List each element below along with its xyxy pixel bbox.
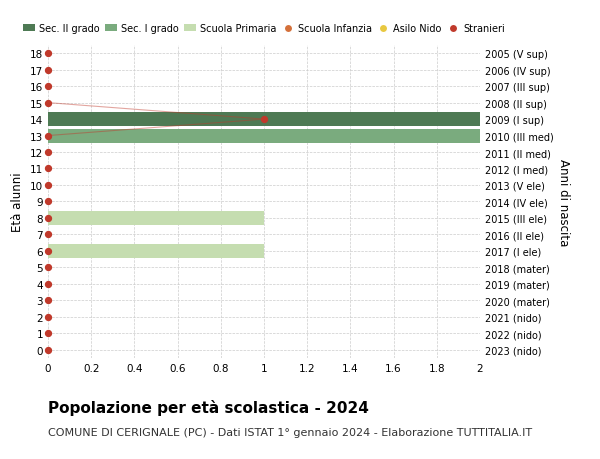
Point [43,83,53,90]
Point [43,67,53,74]
Y-axis label: Anni di nascita: Anni di nascita [557,158,570,246]
Point [43,165,53,173]
Text: Popolazione per età scolastica - 2024: Popolazione per età scolastica - 2024 [48,399,369,415]
Point [43,198,53,206]
Point [43,313,53,321]
Y-axis label: Età alunni: Età alunni [11,172,25,232]
Text: COMUNE DI CERIGNALE (PC) - Dati ISTAT 1° gennaio 2024 - Elaborazione TUTTITALIA.: COMUNE DI CERIGNALE (PC) - Dati ISTAT 1°… [48,427,532,437]
Point [43,330,53,337]
Point [43,182,53,189]
Point [43,149,53,157]
Point [43,100,53,107]
Bar [48,212,264,225]
Bar [48,113,480,127]
Point [43,50,53,58]
Legend: Sec. II grado, Sec. I grado, Scuola Primaria, Scuola Infanzia, Asilo Nido, Stran: Sec. II grado, Sec. I grado, Scuola Prim… [19,20,509,38]
Point [43,264,53,271]
Bar [48,244,264,258]
Bar [48,129,480,143]
Point [43,231,53,239]
Point [43,297,53,304]
Point [43,133,53,140]
Point [259,116,269,123]
Point [43,215,53,222]
Point [43,280,53,288]
Point [43,346,53,353]
Point [43,247,53,255]
